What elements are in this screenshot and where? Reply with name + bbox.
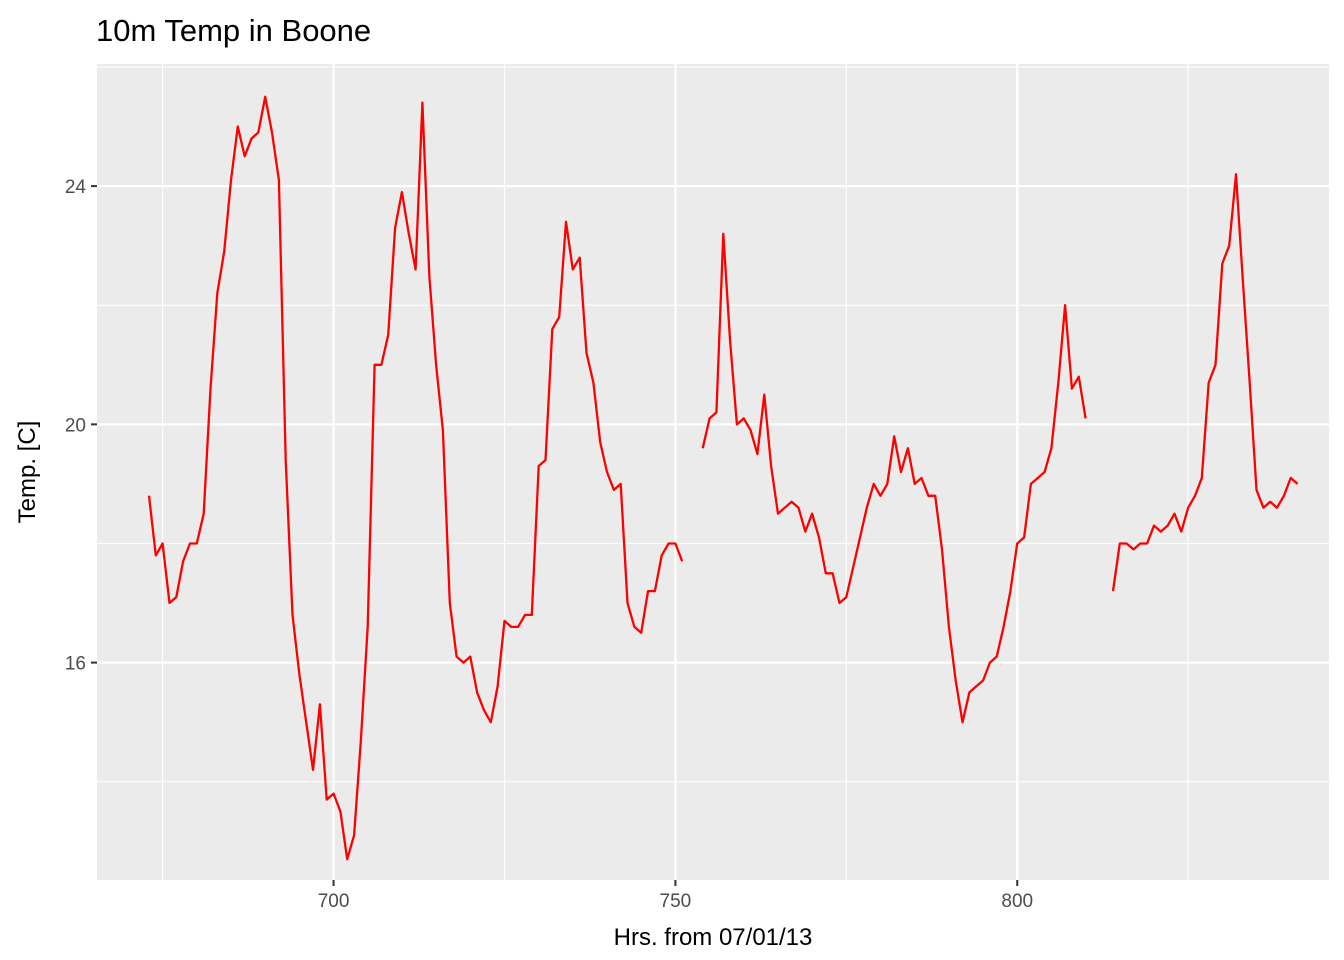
y-tick-label: 20 — [65, 415, 86, 436]
x-tick-label: 700 — [318, 891, 350, 912]
chart-title: 10m Temp in Boone — [96, 13, 371, 48]
y-axis-title: Temp. [C] — [14, 421, 41, 524]
temperature-line-segment — [701, 232, 1087, 724]
x-axis-title: Hrs. from 07/01/13 — [614, 924, 813, 951]
plot-panel — [97, 64, 1329, 880]
y-axis-ticks: 16 20 24 — [65, 177, 97, 675]
y-tick-label: 16 — [65, 654, 86, 675]
x-axis-ticks: 700 750 800 — [318, 880, 1033, 912]
y-tick-label: 24 — [65, 177, 87, 198]
x-tick-label: 800 — [1001, 891, 1033, 912]
x-tick-label: 750 — [660, 891, 692, 912]
temperature-line-segment — [1111, 173, 1299, 592]
major-gridlines — [97, 64, 1329, 880]
temperature-series — [147, 95, 1299, 861]
temperature-line-segment — [147, 95, 684, 861]
